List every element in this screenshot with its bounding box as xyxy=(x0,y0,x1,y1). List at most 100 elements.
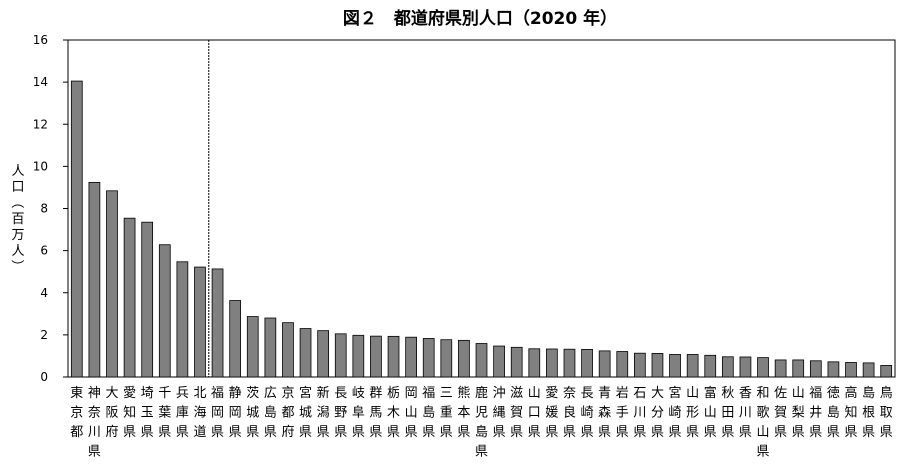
category-label: 三重県 xyxy=(440,386,453,440)
bar xyxy=(176,261,189,378)
y-label-char: 人 xyxy=(11,244,24,259)
category-label: 千葉県 xyxy=(158,386,171,440)
y-axis-ticks: 0 2 4 6 8 10 12 14 16 xyxy=(33,33,68,384)
bar xyxy=(282,322,294,378)
category-label: 東京都 xyxy=(70,385,83,440)
y-tick-label: 14 xyxy=(33,75,48,89)
bar xyxy=(546,348,558,378)
category-label: 熊本県 xyxy=(457,385,470,440)
bar xyxy=(387,335,400,378)
category-label: 富山県 xyxy=(704,385,717,440)
bar xyxy=(792,359,805,378)
bar xyxy=(616,351,629,378)
category-label: 新潟県 xyxy=(317,385,330,440)
category-label: 山口県 xyxy=(528,386,541,440)
category-label: 栃木県 xyxy=(387,386,400,440)
y-tick-label: 6 xyxy=(40,244,48,258)
y-label-char: 口 xyxy=(11,180,24,195)
category-label: 島根県 xyxy=(862,386,875,440)
category-label: 茨城県 xyxy=(246,386,259,440)
bar xyxy=(229,300,242,378)
category-label: 和歌山県 xyxy=(757,386,770,460)
y-tick-label: 16 xyxy=(33,33,48,47)
category-label: 山形県 xyxy=(686,386,699,440)
category-label: 福島県 xyxy=(422,386,435,440)
category-label: 宮城県 xyxy=(299,385,312,440)
category-label: 石川県 xyxy=(633,386,646,440)
category-label: 香川県 xyxy=(739,386,752,440)
bar xyxy=(880,365,893,378)
y-label-char: ） xyxy=(9,259,24,272)
bar xyxy=(669,354,681,378)
category-label: 岡山県 xyxy=(405,386,418,440)
category-label: 北海道 xyxy=(193,386,206,440)
y-label-char: 人 xyxy=(11,164,24,179)
bar xyxy=(634,352,646,378)
bar xyxy=(774,359,787,378)
bars xyxy=(70,80,893,378)
plot-area xyxy=(67,39,896,378)
bar xyxy=(317,330,329,378)
bar xyxy=(405,336,417,378)
bar xyxy=(827,361,840,378)
category-label: 福岡県 xyxy=(211,386,224,440)
bar xyxy=(334,333,347,378)
category-label: 群馬県 xyxy=(369,386,382,440)
category-label: 奈良県 xyxy=(563,386,576,440)
bar xyxy=(510,346,523,378)
bar xyxy=(106,190,118,378)
category-label: 愛媛県 xyxy=(545,386,558,440)
category-label: 兵庫県 xyxy=(176,386,189,440)
y-tick-label: 0 xyxy=(40,370,48,384)
category-label: 岩手県 xyxy=(616,386,629,440)
bar xyxy=(158,244,171,378)
category-label: 徳島県 xyxy=(827,386,840,440)
category-label: 広島県 xyxy=(264,386,277,440)
category-label: 青森県 xyxy=(598,386,611,440)
bar xyxy=(211,268,224,378)
bar xyxy=(141,221,154,378)
category-label: 愛知県 xyxy=(123,386,136,440)
y-tick-label: 4 xyxy=(40,286,48,300)
category-label: 長野県 xyxy=(334,386,347,440)
bar xyxy=(563,348,576,378)
bar xyxy=(123,217,136,378)
bar xyxy=(581,349,593,378)
y-label-char: 万 xyxy=(11,228,24,243)
bar xyxy=(704,354,717,378)
bar xyxy=(862,362,875,378)
bar xyxy=(458,339,470,378)
y-label-char: （ xyxy=(9,195,24,208)
category-label: 山梨県 xyxy=(792,386,805,440)
category-label: 福井県 xyxy=(809,386,822,440)
category-label: 長崎県 xyxy=(581,386,594,440)
bar xyxy=(739,356,752,378)
bar xyxy=(299,328,312,378)
bar xyxy=(70,80,83,378)
category-label: 佐賀県 xyxy=(774,386,787,440)
bar xyxy=(352,334,365,378)
category-label: 京都府 xyxy=(281,386,294,440)
category-label: 埼玉県 xyxy=(141,386,154,440)
category-label: 鹿児島県 xyxy=(475,385,488,460)
category-label: 大阪府 xyxy=(105,386,118,440)
y-axis-label: 人口（百万人） xyxy=(9,164,25,273)
category-label: 神奈川県 xyxy=(88,386,101,460)
bar xyxy=(246,316,259,378)
bar xyxy=(651,353,664,378)
bar xyxy=(721,356,734,378)
category-label: 滋賀県 xyxy=(510,386,523,440)
bar xyxy=(528,348,541,378)
category-label: 岐阜県 xyxy=(352,386,365,440)
bar xyxy=(845,362,857,378)
category-label: 大分県 xyxy=(651,386,664,440)
y-label-char: 百 xyxy=(11,212,24,227)
category-label: 沖縄県 xyxy=(493,386,506,440)
y-tick-label: 2 xyxy=(40,328,48,342)
bar xyxy=(264,317,277,378)
bar xyxy=(422,338,435,378)
bar xyxy=(493,345,505,378)
category-labels: 東京都神奈川県大阪府愛知県埼玉県千葉県兵庫県北海道福岡県静岡県茨城県広島県京都府… xyxy=(70,385,892,460)
bar xyxy=(686,354,699,378)
